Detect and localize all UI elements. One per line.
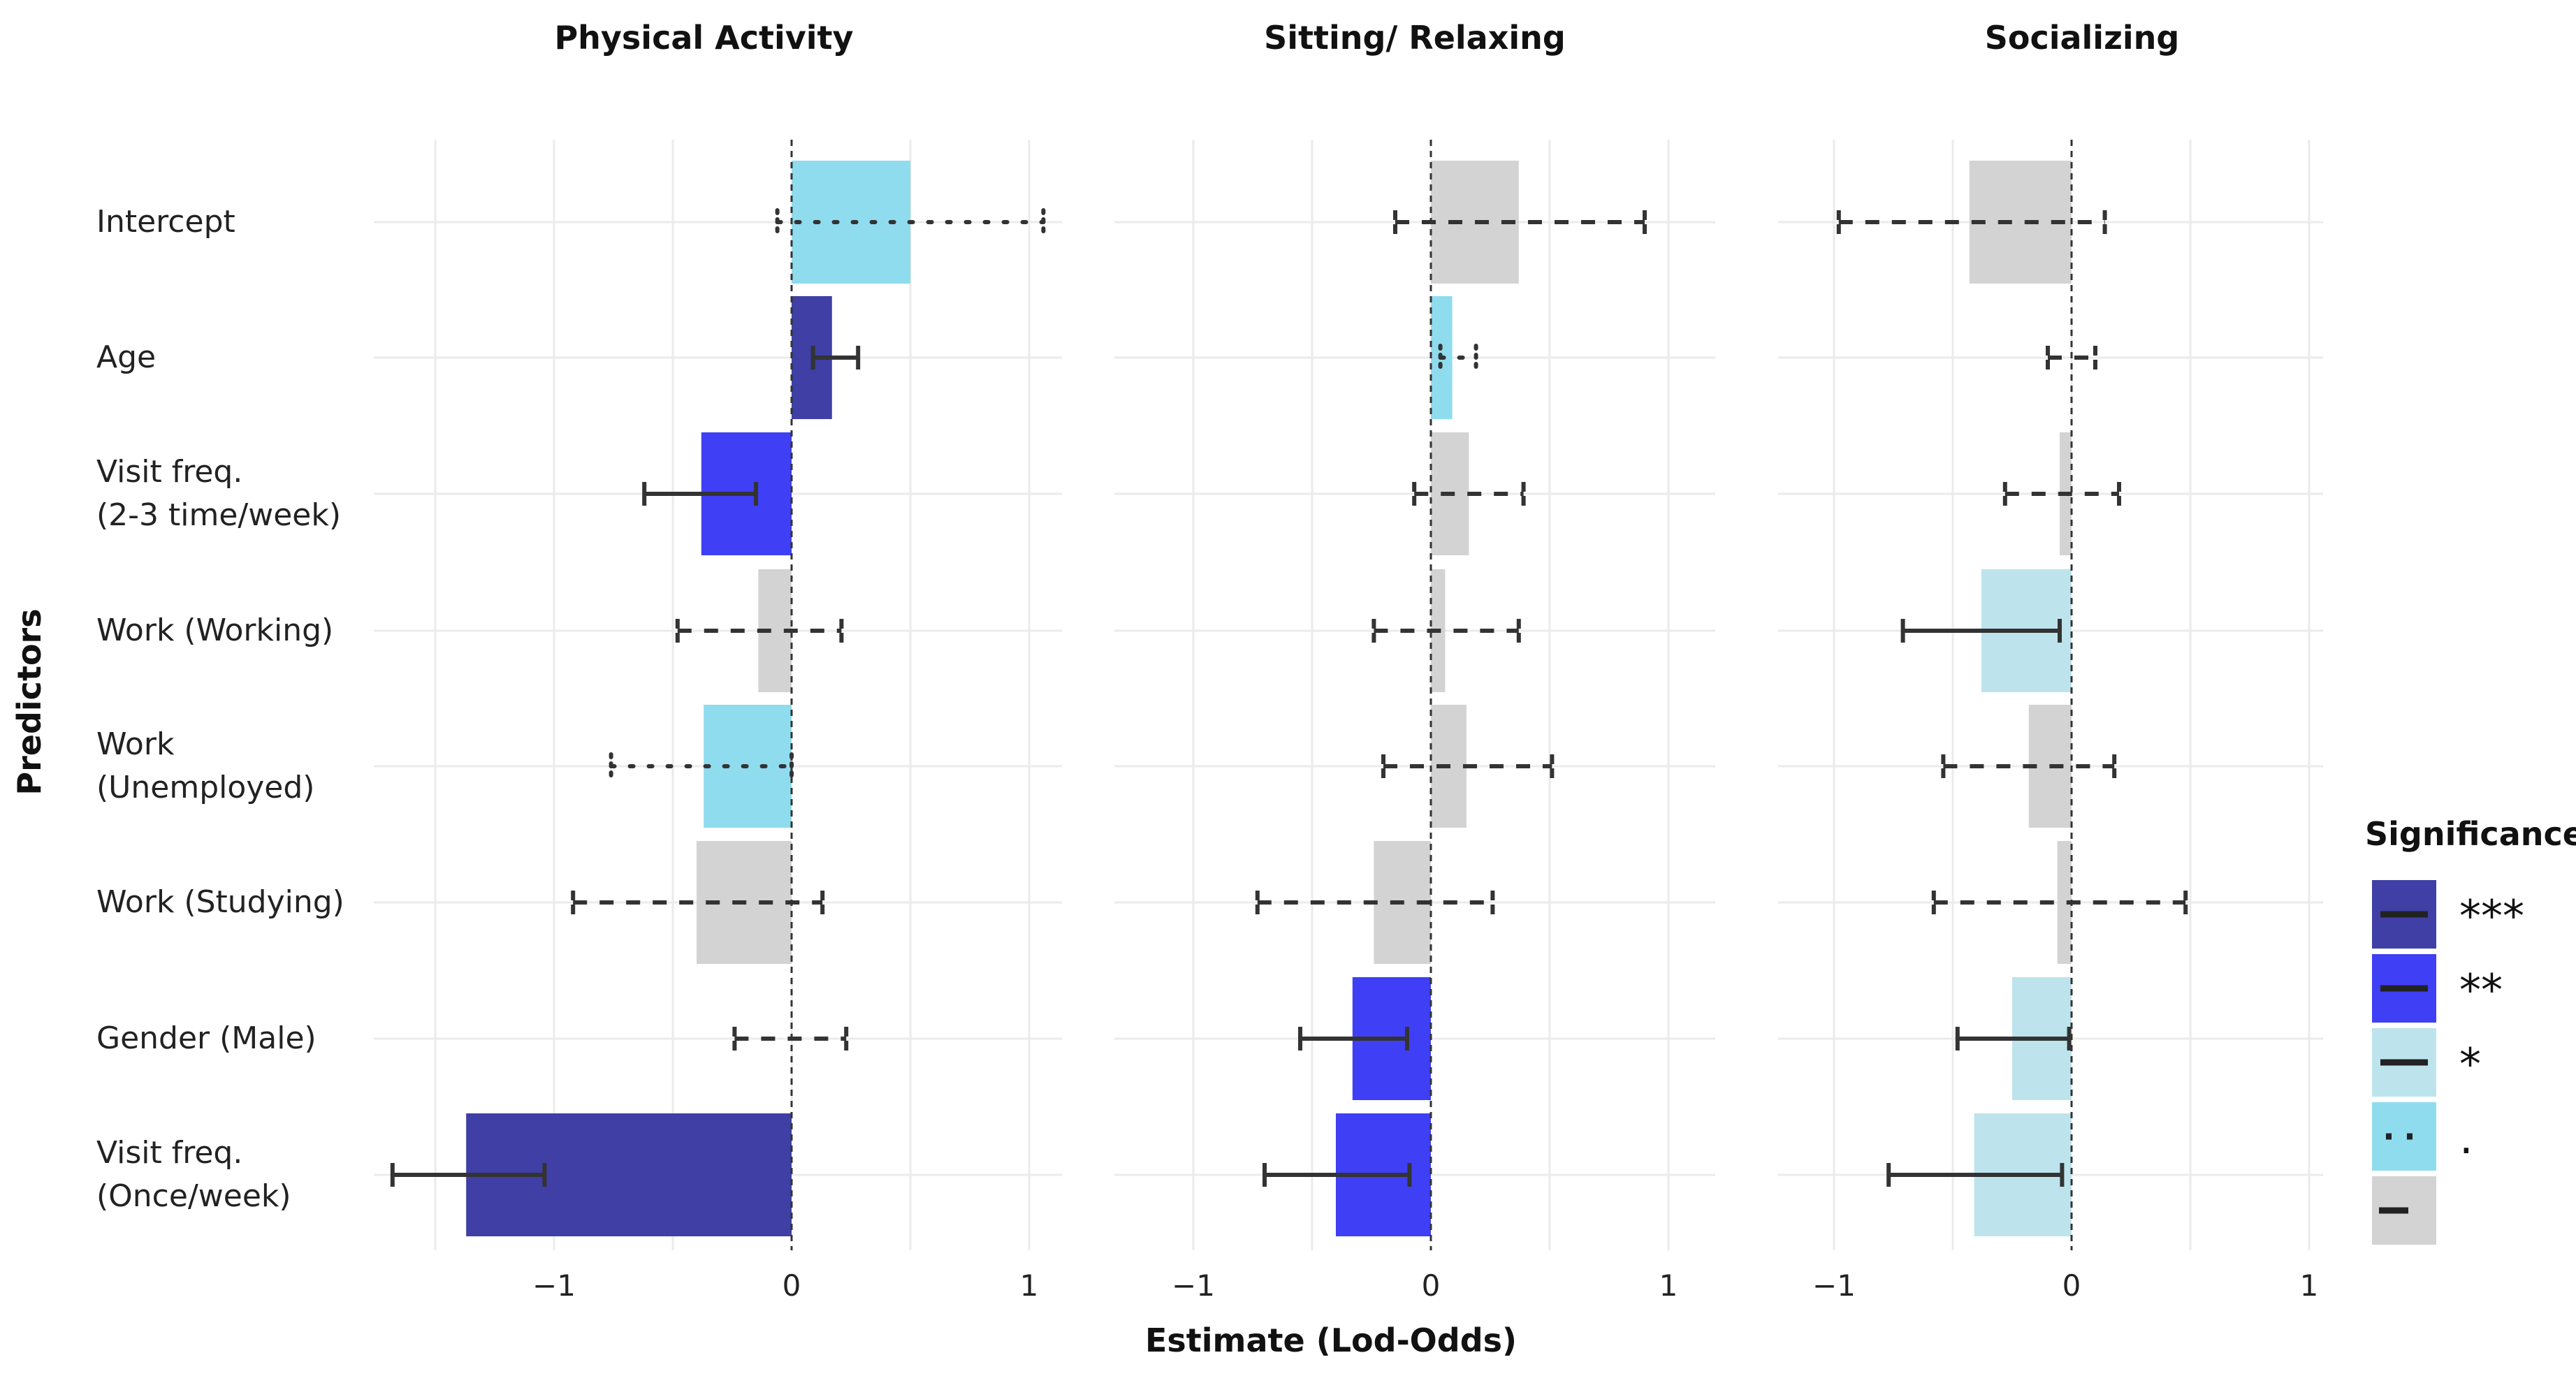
y-tick-label: Gender (Male)	[96, 1020, 316, 1056]
legend-label: ***	[2459, 891, 2524, 942]
y-tick-label: Intercept	[96, 204, 235, 240]
y-tick-label-line: Visit freq.	[96, 454, 242, 490]
legend-key	[2372, 1102, 2436, 1171]
x-tick-label: −1	[1172, 1268, 1215, 1303]
legend-title: Significance	[2365, 815, 2576, 853]
panel-title: Socializing	[1985, 19, 2180, 57]
y-tick-label: Visit freq. (Once/week)	[96, 1135, 291, 1214]
panel-title: Physical Activity	[554, 19, 853, 57]
bar	[2057, 841, 2072, 964]
y-tick-label-line: (Unemployed)	[96, 770, 314, 805]
y-tick-label-line: (Once/week)	[96, 1178, 291, 1214]
panel-2: Socializing −1 0 1	[1778, 19, 2323, 1303]
y-tick-label: Visit freq. (2-3 time/week)	[96, 454, 341, 533]
panel-1: Sitting/ Relaxing −1 0 1	[1114, 19, 1715, 1303]
y-tick-label: Age	[96, 339, 156, 375]
x-tick-label: −1	[1812, 1268, 1856, 1303]
x-tick-label: 0	[2062, 1268, 2081, 1303]
y-tick-label-line: Age	[96, 339, 156, 375]
y-tick-label-line: (2-3 time/week)	[96, 497, 341, 533]
x-tick-label: 1	[2300, 1268, 2319, 1303]
y-tick-label: Work (Unemployed)	[96, 726, 314, 805]
x-axis-title: Estimate (Lod-Odds)	[1145, 1322, 1517, 1359]
panels-group: Physical Activity −1 0 1 Sitting/ Relaxing −1…	[374, 19, 2323, 1303]
x-tick-label: 0	[1422, 1268, 1441, 1303]
predictor-labels: Intercept Age Visit freq. (2-3 time/week) Wo…	[96, 204, 344, 1214]
y-tick-label-line: Visit freq.	[96, 1135, 242, 1171]
legend-label: **	[2459, 965, 2503, 1016]
y-tick-label-line: Work	[96, 726, 175, 762]
panel-0: Physical Activity −1 0 1	[374, 19, 1062, 1303]
panel-title: Sitting/ Relaxing	[1264, 19, 1566, 57]
x-tick-label: 1	[1659, 1268, 1678, 1303]
y-tick-label-line: Intercept	[96, 204, 235, 240]
y-tick-label-line: Work (Working)	[96, 613, 333, 648]
y-tick-label: Work (Working)	[96, 613, 333, 648]
y-axis-title: Predictors	[10, 608, 48, 795]
legend: Significance******.	[2365, 815, 2576, 1245]
legend-label: .	[2459, 1113, 2473, 1164]
x-tick-label: 1	[1020, 1268, 1039, 1303]
x-tick-label: −1	[532, 1268, 576, 1303]
x-tick-label: 0	[783, 1268, 801, 1303]
y-tick-label-line: Gender (Male)	[96, 1020, 316, 1056]
y-tick-label-line: Work (Studying)	[96, 884, 344, 920]
legend-label: *	[2459, 1039, 2481, 1090]
y-tick-label: Work (Studying)	[96, 884, 344, 920]
